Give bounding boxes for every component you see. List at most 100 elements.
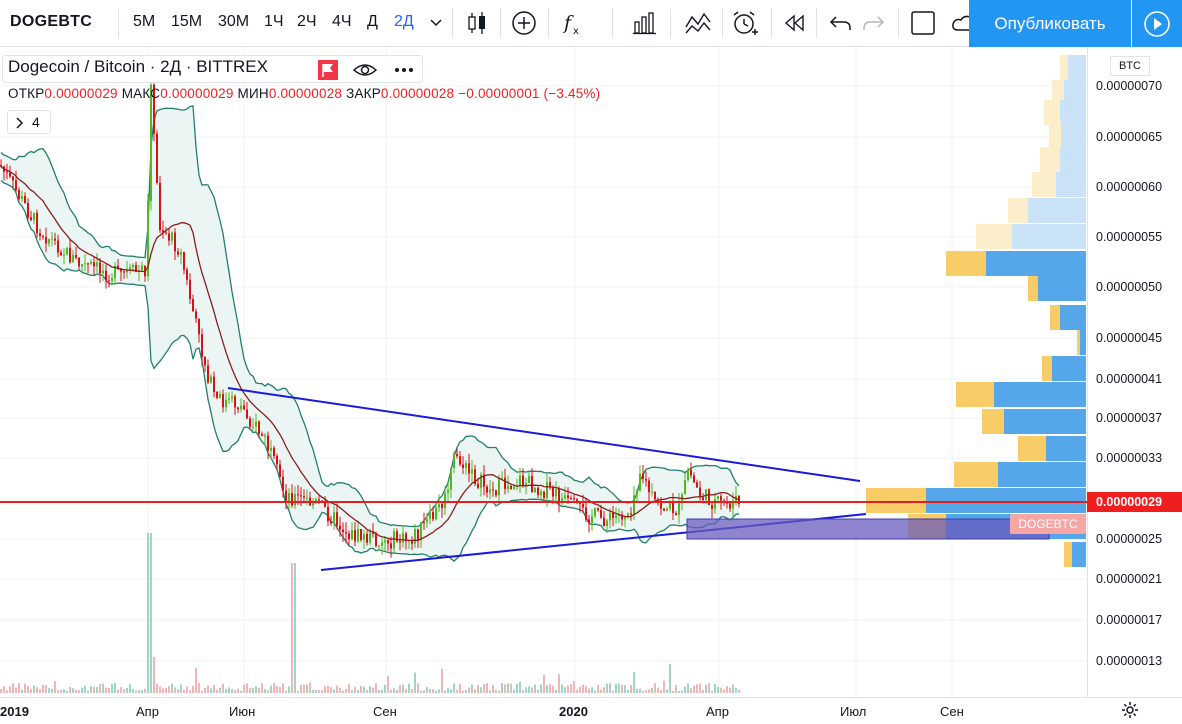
volume-bar bbox=[357, 689, 359, 693]
volume-bar bbox=[648, 689, 650, 693]
timeframe-2h[interactable]: 2Ч bbox=[297, 13, 317, 30]
candle-body bbox=[318, 499, 320, 501]
timeframe-1d[interactable]: Д bbox=[367, 13, 378, 30]
candle-body bbox=[684, 480, 686, 495]
candles-icon[interactable] bbox=[462, 8, 492, 38]
candle-body bbox=[669, 502, 671, 509]
layout-icon[interactable] bbox=[908, 8, 938, 38]
more-options-icon[interactable] bbox=[390, 59, 418, 81]
publish-play-button[interactable] bbox=[1132, 0, 1182, 47]
chevron-down-icon[interactable] bbox=[428, 14, 444, 30]
collapse-indicators-button[interactable]: 4 bbox=[7, 110, 51, 134]
volume-bar bbox=[264, 689, 266, 693]
candle-body bbox=[450, 468, 452, 490]
candle-body bbox=[663, 508, 665, 511]
symbol-search[interactable]: DOGEBTC bbox=[10, 13, 93, 30]
volume-bar bbox=[726, 686, 728, 693]
low-value: 0.00000028 bbox=[268, 86, 343, 101]
candle-body bbox=[375, 533, 377, 547]
candle-body bbox=[498, 478, 500, 496]
candle-body bbox=[159, 182, 161, 231]
volume-bar bbox=[198, 683, 200, 693]
price-label: 0.00000021 bbox=[1096, 572, 1163, 586]
settings-gear-icon[interactable] bbox=[1120, 700, 1140, 720]
candle-body bbox=[342, 529, 344, 533]
volume-bar bbox=[654, 683, 656, 693]
undo-icon[interactable] bbox=[826, 8, 856, 38]
volume-bar bbox=[297, 690, 299, 693]
candle-body bbox=[384, 540, 386, 543]
alert-icon[interactable] bbox=[729, 8, 759, 38]
volume-bar bbox=[225, 688, 227, 693]
candle-body bbox=[345, 532, 347, 534]
volume-bar bbox=[354, 686, 356, 693]
timeframe-1h[interactable]: 1Ч bbox=[264, 13, 284, 30]
volume-bar bbox=[27, 686, 29, 693]
volume-bar bbox=[429, 689, 431, 693]
time-axis[interactable] bbox=[0, 697, 1182, 724]
candle-body bbox=[690, 469, 692, 476]
timeframe-30m[interactable]: 30М bbox=[218, 13, 250, 30]
candle-body bbox=[171, 232, 173, 241]
volume-bar bbox=[543, 674, 545, 693]
candle-body bbox=[447, 489, 449, 494]
rectangle-zone[interactable] bbox=[686, 518, 1050, 540]
candle-body bbox=[333, 512, 335, 524]
timeframe-15m[interactable]: 15М bbox=[171, 13, 203, 30]
candle-body bbox=[99, 262, 101, 274]
candle-body bbox=[150, 84, 152, 201]
upper-trendline[interactable] bbox=[227, 387, 861, 482]
redo-icon[interactable] bbox=[858, 8, 888, 38]
volume-bar bbox=[699, 683, 701, 693]
candle-body bbox=[471, 469, 473, 474]
bollinger-basis-line bbox=[0, 166, 740, 542]
volume-bar bbox=[237, 688, 239, 693]
volume-bar bbox=[255, 686, 257, 693]
flag-icon[interactable] bbox=[318, 60, 338, 80]
volume-bar bbox=[408, 683, 410, 693]
candle-body bbox=[711, 505, 713, 509]
candle-body bbox=[708, 489, 710, 506]
volume-bar bbox=[252, 687, 254, 693]
publish-button[interactable]: Опубликовать bbox=[969, 0, 1131, 47]
volume-bar bbox=[369, 686, 371, 693]
currency-tag[interactable]: BTC bbox=[1110, 56, 1150, 76]
timeframe-5m[interactable]: 5М bbox=[133, 13, 156, 30]
candle-body bbox=[558, 488, 560, 504]
volume-bar bbox=[336, 685, 338, 693]
candle-body bbox=[495, 490, 497, 496]
candle-body bbox=[369, 532, 371, 543]
candle-body bbox=[249, 418, 251, 427]
templates-icon[interactable] bbox=[683, 8, 713, 38]
cloud-icon[interactable] bbox=[950, 8, 970, 38]
volume-bar bbox=[126, 687, 128, 693]
volume-bar bbox=[738, 689, 740, 693]
volume-bar bbox=[567, 685, 569, 693]
candle-body bbox=[555, 488, 557, 497]
volume-bar bbox=[150, 533, 152, 693]
volume-bar bbox=[531, 687, 533, 693]
candle-body bbox=[114, 265, 116, 279]
volume-bar bbox=[696, 684, 698, 693]
replay-icon[interactable] bbox=[780, 8, 810, 38]
financials-icon[interactable] bbox=[630, 8, 660, 38]
indicator-count: 4 bbox=[32, 114, 40, 130]
volume-bar bbox=[381, 689, 383, 693]
volume-bar bbox=[660, 690, 662, 693]
volume-bar bbox=[483, 683, 485, 693]
volume-bar bbox=[75, 689, 77, 693]
timeframe-2d[interactable]: 2Д bbox=[394, 13, 414, 30]
volume-bar bbox=[606, 683, 608, 693]
timeframe-4h[interactable]: 4Ч bbox=[332, 13, 352, 30]
volume-bar bbox=[471, 684, 473, 693]
volume-profile-bar bbox=[1004, 409, 1086, 434]
volume-profile-bar bbox=[1038, 276, 1086, 301]
add-compare-icon[interactable] bbox=[509, 8, 539, 38]
price-axis[interactable] bbox=[1087, 47, 1182, 697]
series-title[interactable]: Dogecoin / Bitcoin · 2Д · BITTREX bbox=[8, 57, 268, 76]
volume-bar bbox=[303, 684, 305, 693]
eye-icon[interactable] bbox=[352, 59, 378, 81]
candle-body bbox=[513, 486, 515, 490]
